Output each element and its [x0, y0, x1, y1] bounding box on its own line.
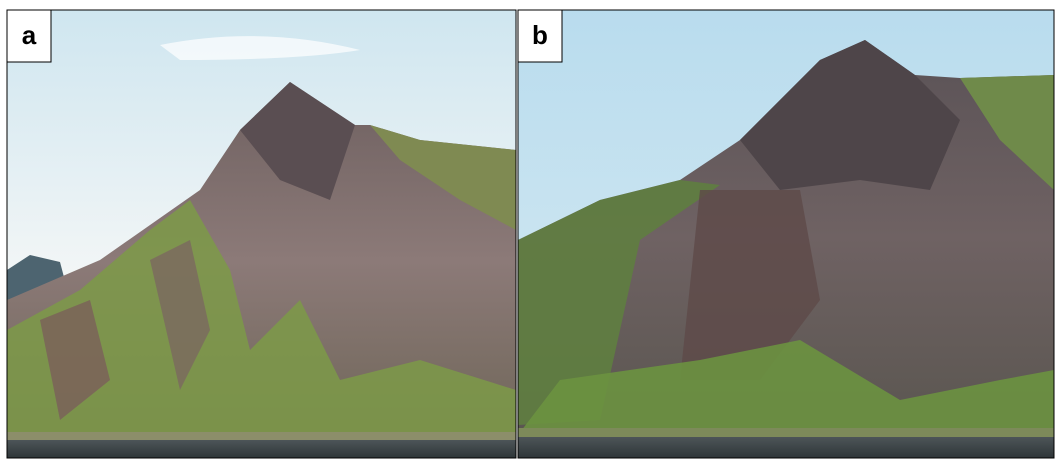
label-box	[517, 9, 563, 63]
panel-label: a	[22, 20, 37, 50]
label-box	[6, 9, 52, 63]
panel-border	[517, 9, 1055, 459]
panel-label: b	[532, 20, 548, 50]
photo-b	[518, 10, 1054, 458]
photo-a	[7, 10, 516, 458]
panel-border	[6, 9, 517, 459]
